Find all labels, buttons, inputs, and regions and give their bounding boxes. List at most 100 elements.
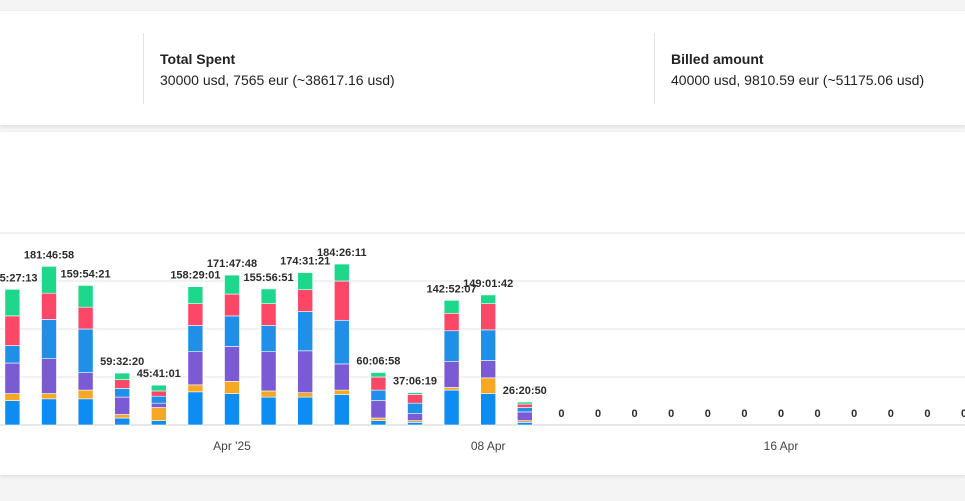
total-label: 0 <box>668 408 674 420</box>
bar-segment <box>41 319 57 359</box>
total-label: 142:52:07 <box>427 283 477 295</box>
bar-segment <box>443 330 460 362</box>
chart: 155:27:13 181:46:58 159:54:21 59:32:2045:41… <box>0 232 965 453</box>
bar-segment <box>407 392 423 395</box>
bar-segment <box>114 417 130 426</box>
bar-segment <box>480 360 497 379</box>
bar-segment <box>370 389 387 401</box>
bar-segment <box>370 376 387 391</box>
stat: Total Spent 30000 usd, 7565 eur (~38617.… <box>143 33 640 104</box>
total-label: 0 <box>851 408 857 420</box>
bar-segment <box>443 300 460 314</box>
bar-segment <box>151 384 167 392</box>
total-label: 0 <box>778 408 784 420</box>
total-label: 171:47:48 <box>207 258 257 270</box>
bar-segment <box>4 315 21 346</box>
bar-segment <box>77 389 94 400</box>
bar-segment <box>4 289 21 317</box>
total-label: 155:27:13 <box>0 272 37 284</box>
bar-segment <box>407 394 423 404</box>
bar-segment <box>114 396 130 415</box>
total-label: 159:54:21 <box>61 268 111 280</box>
bar-segment <box>260 351 277 392</box>
bar-segment <box>333 263 350 282</box>
total-label: 0 <box>558 408 564 420</box>
total-label: 181:46:58 <box>24 249 74 261</box>
total-label: 0 <box>705 408 711 420</box>
total-label: 174:31:21 <box>280 256 330 268</box>
total-label: 0 <box>961 408 965 420</box>
bar-segment <box>297 289 314 312</box>
bar-segment <box>114 372 130 380</box>
bar-segment <box>407 402 423 414</box>
total-label: 155:56:51 <box>244 272 294 284</box>
bar-segment <box>443 360 460 388</box>
bar-segment <box>187 351 204 386</box>
total-label: 0 <box>741 408 747 420</box>
bar-segment <box>297 350 314 394</box>
bar-segment <box>187 325 204 352</box>
x-tick-label: 16 Apr <box>764 439 799 453</box>
total-label: 184:26:11 <box>317 247 367 259</box>
bar-segment <box>407 422 423 426</box>
bar-segment <box>516 411 533 421</box>
bar-segment <box>187 391 204 426</box>
bar-segment <box>333 280 350 321</box>
bar-segment <box>77 372 94 391</box>
bar-segment <box>516 403 533 408</box>
bar-segment <box>114 379 130 389</box>
bar-segment <box>151 390 167 397</box>
bar-segment <box>333 319 350 365</box>
total-label: 60:06:58 <box>356 356 400 368</box>
bar-segment <box>516 401 533 405</box>
total-label: 59:32:20 <box>100 356 144 368</box>
bar-segment <box>187 384 204 393</box>
bar-segment <box>4 393 21 401</box>
bar-segment <box>516 407 533 413</box>
bar-segment <box>41 393 57 400</box>
bar-segment <box>187 303 204 326</box>
stat-label: Total Spent <box>160 51 236 67</box>
bar-segment <box>333 363 350 391</box>
total-label: 158:29:01 <box>170 270 220 282</box>
bar-segment <box>480 377 497 394</box>
total-label: 0 <box>632 408 638 420</box>
bar-segment <box>151 420 167 426</box>
bar-segment <box>151 395 167 404</box>
bar-segment <box>4 362 21 394</box>
total-label: 0 <box>888 408 894 420</box>
bar-segment <box>224 274 240 295</box>
bar-segment <box>516 422 533 426</box>
stat-value: 40000 usd, 9810.59 eur (~51175.06 usd) <box>671 72 925 88</box>
bar-segment <box>443 312 460 332</box>
bar-segment <box>260 390 277 398</box>
bar-segment <box>370 400 387 419</box>
bar-segment <box>41 292 57 320</box>
bar-segment <box>41 358 57 394</box>
bar-segment <box>151 407 167 421</box>
bar-segment <box>333 394 350 426</box>
bar-segment <box>41 266 57 294</box>
stat-value: 30000 usd, 7565 eur (~38617.16 usd) <box>160 72 395 88</box>
bar-segment <box>443 389 460 426</box>
bar-segment <box>297 396 314 426</box>
bar-segment <box>77 398 94 426</box>
bar-segment <box>297 392 314 398</box>
bar-segment <box>260 325 277 352</box>
total-label: 26:20:50 <box>503 385 547 397</box>
stat: Billed amount 40000 usd, 9810.59 eur (~5… <box>654 33 961 104</box>
x-tick-label: Apr '25 <box>213 439 251 453</box>
bar-segment <box>77 285 94 308</box>
bar-segment <box>333 389 350 395</box>
bar-segment <box>4 400 21 426</box>
total-label: 37:06:19 <box>393 376 437 388</box>
bar-segment <box>370 372 387 378</box>
bar-segment <box>114 388 130 398</box>
bar-segment <box>480 393 497 426</box>
bar-segment <box>480 303 497 331</box>
bar-segment <box>224 293 240 317</box>
bar-segment <box>224 381 240 394</box>
bar-segment <box>297 311 314 352</box>
bar-segment <box>224 393 240 426</box>
total-label: 45:41:01 <box>137 368 181 380</box>
